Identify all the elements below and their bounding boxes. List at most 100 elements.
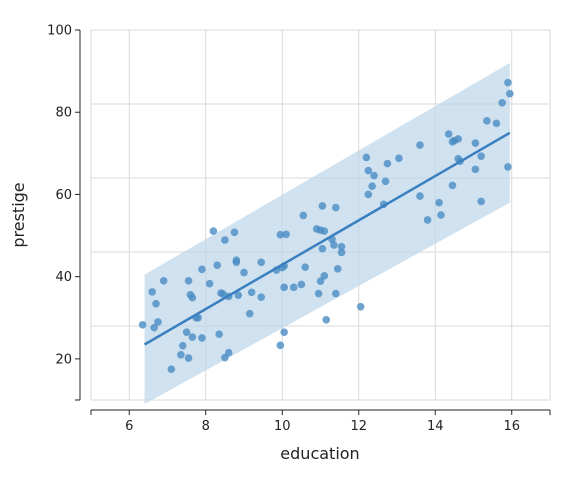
- y-tick-label: 60: [55, 188, 72, 203]
- y-tick-label: 80: [55, 106, 72, 121]
- data-point: [276, 341, 285, 350]
- data-point: [299, 211, 308, 220]
- data-point: [179, 341, 187, 350]
- data-point: [368, 182, 376, 191]
- data-point: [370, 171, 378, 180]
- data-point: [240, 268, 248, 277]
- data-point: [423, 216, 432, 224]
- data-point: [337, 248, 346, 257]
- data-point: [318, 244, 327, 253]
- data-point: [167, 365, 176, 373]
- data-point: [152, 300, 160, 308]
- data-point: [364, 166, 373, 175]
- data-point: [471, 165, 480, 174]
- x-tick-label: 10: [274, 419, 291, 434]
- data-point: [314, 289, 323, 298]
- data-point: [454, 135, 463, 143]
- data-point: [337, 242, 346, 251]
- data-point: [301, 263, 310, 272]
- data-point: [332, 203, 340, 212]
- y-axis-title: prestige: [9, 182, 28, 247]
- fit-line-layer: [143, 131, 511, 346]
- y-tick-label: 20: [55, 352, 72, 367]
- data-point: [362, 153, 371, 162]
- data-point: [221, 236, 229, 244]
- data-point: [257, 293, 266, 302]
- data-point: [322, 316, 331, 324]
- data-point: [504, 163, 512, 171]
- data-point: [276, 230, 285, 239]
- data-point: [364, 190, 373, 199]
- x-tick-label: 12: [350, 419, 367, 434]
- x-tick-label: 6: [125, 419, 133, 434]
- data-point: [320, 227, 329, 235]
- data-point: [213, 261, 222, 269]
- data-point: [230, 228, 239, 237]
- data-point: [395, 154, 403, 163]
- data-point: [184, 354, 193, 362]
- regression-line: [143, 131, 511, 346]
- data-point: [383, 159, 392, 168]
- data-point: [188, 293, 197, 302]
- x-tick-label: 8: [202, 419, 210, 434]
- axes-layer: 6 8 10 12 14 16 20 40 60 80 100: [47, 24, 551, 434]
- data-point: [159, 276, 168, 285]
- data-point: [504, 78, 512, 87]
- data-point: [416, 192, 424, 200]
- data-point: [219, 290, 227, 298]
- data-point: [477, 152, 485, 161]
- data-point: [435, 198, 443, 207]
- data-point: [498, 98, 506, 107]
- x-tick-label: 14: [427, 419, 444, 434]
- data-point: [150, 323, 158, 332]
- data-point: [280, 283, 288, 292]
- data-point: [138, 320, 147, 329]
- data-point: [198, 334, 206, 342]
- data-point: [330, 241, 338, 249]
- data-point: [215, 330, 223, 339]
- data-point: [289, 283, 298, 292]
- x-axis-title: education: [280, 444, 359, 463]
- data-point: [416, 141, 424, 149]
- data-point: [209, 227, 218, 235]
- data-point: [437, 211, 445, 219]
- y-tick-label: 40: [55, 270, 72, 285]
- data-point: [506, 89, 514, 98]
- y-tick-label: 100: [47, 24, 72, 39]
- data-point: [356, 302, 365, 311]
- data-point: [224, 348, 233, 357]
- data-point: [333, 265, 342, 273]
- data-point: [471, 139, 480, 147]
- data-point: [177, 350, 185, 359]
- data-point: [280, 328, 288, 336]
- data-point: [205, 279, 214, 288]
- data-point: [245, 309, 254, 318]
- data-point: [320, 272, 329, 280]
- data-point: [232, 256, 241, 265]
- data-point: [444, 130, 453, 138]
- points-layer: [138, 78, 514, 373]
- data-point: [282, 230, 290, 239]
- data-point: [148, 288, 156, 296]
- data-point: [316, 277, 325, 285]
- data-point: [184, 276, 193, 285]
- data-point: [477, 197, 485, 206]
- data-point: [297, 280, 306, 289]
- data-point: [247, 288, 256, 297]
- data-point: [448, 181, 457, 190]
- data-point: [381, 177, 390, 186]
- data-point: [182, 328, 191, 336]
- data-point: [318, 202, 327, 210]
- data-point: [483, 117, 491, 125]
- data-point: [154, 318, 162, 326]
- data-point: [198, 265, 206, 274]
- data-point: [188, 333, 197, 341]
- x-tick-label: 16: [503, 419, 520, 434]
- data-point: [492, 119, 501, 128]
- data-point: [234, 291, 243, 299]
- data-point: [257, 258, 266, 267]
- data-point: [332, 289, 340, 298]
- plot-frame: [90, 29, 551, 401]
